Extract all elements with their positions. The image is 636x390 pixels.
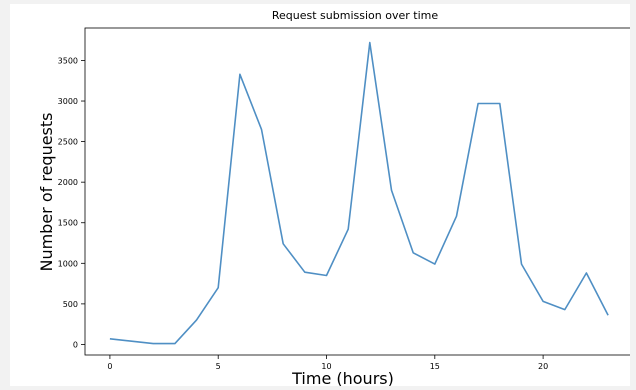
- x-tick-label: 0: [107, 362, 112, 371]
- y-tick-label: 2000: [58, 178, 78, 187]
- x-axis-label: Time (hours): [291, 369, 394, 386]
- x-tick-label: 15: [430, 362, 440, 371]
- series-layer: [109, 41, 609, 345]
- x-tick-label: 10: [321, 362, 331, 371]
- x-tick-label: 20: [538, 362, 548, 371]
- y-tick-label: 1500: [58, 219, 78, 228]
- y-tick-label: 2500: [58, 138, 78, 147]
- x-tick-label: 5: [216, 362, 221, 371]
- y-tick-label: 500: [63, 300, 78, 309]
- y-axis-label: Number of requests: [37, 112, 56, 271]
- chart-frame: Request submission over time 0 5 10 15 20 0 5…: [10, 4, 630, 386]
- y-tick-label: 3000: [58, 97, 78, 106]
- line-chart: Request submission over time 0 5 10 15 20 0 5…: [37, 9, 630, 386]
- y-axis: 0 500 1000 1500 2000 2500 3000 3500: [58, 56, 85, 349]
- y-tick-label: 3500: [58, 56, 78, 65]
- y-tick-label: 1000: [58, 259, 78, 268]
- x-axis: 0 5 10 15 20: [107, 355, 548, 371]
- series-line-0: [109, 41, 609, 345]
- y-tick-label: 0: [73, 340, 78, 349]
- plot-area-frame: [84, 27, 630, 356]
- chart-title: Request submission over time: [272, 9, 438, 22]
